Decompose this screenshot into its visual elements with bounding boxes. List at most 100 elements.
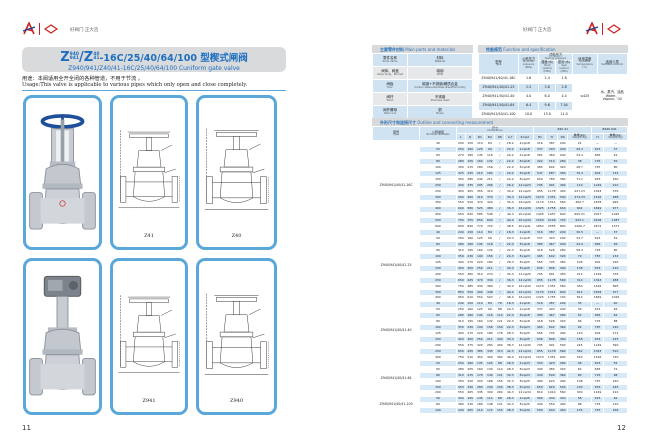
valve-drawing-icon	[204, 293, 269, 375]
table-cell: 56	[603, 158, 628, 166]
table-cell: 8×φ18	[515, 247, 535, 255]
title-box: Z940 941/Z40 41-16C/25/40/64/100 型楔式闸阀 Z94…	[22, 47, 286, 72]
table-cell: /	[494, 158, 506, 166]
cn2: 碳钢+不锈钢/硬质合金	[422, 81, 458, 86]
table-cell: 8×φ18	[515, 158, 535, 166]
cn1: 阀体、阀盖	[381, 68, 399, 73]
temp-cn: 适用温度	[578, 56, 592, 61]
cn2: 材料	[436, 55, 444, 60]
test-en: Testing pressure	[545, 56, 567, 60]
table-cell: 4×φ18	[515, 152, 535, 160]
certification-logo-icon	[43, 23, 58, 34]
table-cell: 280	[557, 247, 569, 255]
table-cell: —	[603, 140, 628, 148]
slogan: 好阀门 正大造	[70, 28, 99, 33]
header-weight: 单重(kg) Weight(kg)	[567, 133, 593, 142]
table-cell: 335	[465, 181, 476, 189]
table-cell: 1025	[603, 211, 628, 219]
pn: 2.5	[517, 82, 540, 93]
drawing-caption: Z41	[144, 233, 154, 239]
table-cell: 160	[465, 146, 476, 154]
table-row: 80 310 195 160 132 121 22-3 8×φ18 418 526 320 66 725…	[373, 318, 628, 326]
table-cell: 215	[465, 164, 476, 171]
section-en: Outline and connecting measurement	[417, 119, 494, 125]
table-row: Z940/941/40/41-64 6.4 9.6 7.04	[478, 100, 628, 111]
test-cn: 试验压力	[548, 53, 563, 57]
table-cell: 800	[557, 223, 569, 231]
table-cell: 195	[465, 158, 476, 166]
table-cell: 195	[465, 247, 476, 255]
table-cell: 8×φ23	[515, 175, 535, 183]
table-cell: 640	[545, 407, 559, 415]
column-header: D2	[484, 133, 496, 142]
column-header: b-f	[504, 133, 517, 142]
table-cell: 265	[465, 407, 476, 415]
header-weight-cn: 单重(kg)	[609, 133, 622, 138]
table-cell: 42	[603, 152, 628, 160]
table-row: 50 250 160 125 99/20-2 4×φ18 337 393 240 26.3 615 3…	[373, 146, 628, 154]
table-cell: /	[494, 205, 506, 213]
table-cell: 168	[603, 407, 628, 415]
table-cell: 100	[419, 407, 457, 415]
en1: Disc	[387, 85, 393, 89]
table-row: 300 750 485 430 389/40-4 16×φ30 1070 1351 560 450…	[373, 282, 628, 290]
pn-cn: 公称压力	[521, 56, 536, 61]
type-cell: Z940/941/40/41-100	[371, 395, 421, 415]
header-dn: 公称通径 Nominal diameter	[419, 125, 457, 142]
table-row: Z940/941/40/41-40 40 240 150 110 84 76 18-3 4×φ1…	[371, 300, 628, 361]
table-row: 125 325 245 210 184/24-2 8×φ18 547 687 360 76.4 90…	[373, 169, 628, 177]
page-number-right: 12	[617, 424, 626, 432]
title-model-c: 40	[93, 51, 100, 57]
pn: 6.4	[517, 100, 540, 111]
table-cell: 500	[557, 193, 569, 201]
table-row: 500 700 705 650 609/44-4 20×φ34 1590 2126 720 933…	[373, 217, 628, 225]
shell: 6.0	[538, 91, 557, 102]
function-section: 性能规范 Function and specification 型号 Type 公…	[478, 45, 628, 120]
table-row: 125 400 270 220 184 176 28-3 8×φ25 565 705 400 120 9…	[373, 330, 628, 338]
title-model-a: 940	[69, 51, 80, 57]
en2: Carbon steel+stainless steel/Hard alloy	[414, 85, 466, 89]
title-sep: /Z	[79, 50, 94, 65]
outline-header: 外形尺寸和连接尺寸 Outline and connecting measure…	[372, 118, 628, 126]
usage-en: Usage:This valve is applicable to variou…	[22, 82, 248, 88]
gate-valve-photo-icon	[27, 114, 98, 231]
header-dimensions: 尺寸 Dimensions	[455, 125, 535, 135]
table-cell: 320	[557, 164, 569, 171]
table-cell: 450	[557, 407, 569, 415]
table-row: 阀杆螺母 Stem nut 铜 Brass	[372, 105, 474, 119]
table-cell: /	[494, 223, 506, 231]
column-header: H	[591, 133, 604, 142]
shell: 3.8	[538, 82, 557, 93]
cn1: 零件名称	[382, 55, 397, 60]
type-cell: Z940/941/40/41-16C	[371, 140, 421, 231]
table-row: Z940/941/40/41-25 40 240 150 110 84/18-3 4×φ18…	[371, 229, 628, 302]
table-cell: 405	[465, 187, 476, 195]
drawing-card-z41: Z41	[110, 95, 188, 250]
table-row: 阀体、阀盖 Valve body、Bonnet 碳钢 WCB	[372, 66, 474, 80]
table-cell: /	[494, 229, 506, 237]
table-row: 150 450 300 250 211/30-3 8×φ25 636 806 400 138 953…	[373, 264, 628, 272]
section-cn: 性能规范	[486, 46, 502, 52]
table-cell: 240	[557, 152, 569, 160]
table-row: 阀板 Disc 碳钢+不锈钢/硬质合金 Carbon steel+stainless …	[372, 79, 474, 93]
type-cell: Z940/941/40/41-64	[371, 359, 421, 397]
table-cell: 12×φ23	[515, 181, 535, 189]
table-row: 100 430 265 210 172 150 38-3 8×φ30 500 640 450 135 7…	[373, 407, 628, 415]
table-row: 50 250 160 125 99/20-3 4×φ18 337 403 240 34.7 615 4…	[373, 235, 628, 243]
table-cell: 4×φ18	[515, 229, 535, 237]
table-cell: 160	[603, 175, 628, 183]
table-row: 65 270 180 145 118/20-2 4×φ18 361 460 240 34.4 665…	[373, 152, 628, 160]
table-cell: 695	[603, 199, 628, 207]
header-dn-en: Nominal diameter	[426, 132, 450, 136]
table-cell: 37	[603, 229, 628, 237]
table-cell: 1377	[603, 223, 628, 231]
header-weight: 单重(kg) Weight(kg)	[603, 133, 628, 142]
table-row: 300 750 510 450 409 364 46-4 16×φ34 1070 1351 640 5…	[373, 354, 628, 361]
table-cell: /	[494, 164, 506, 171]
header-type-cn: 型号	[393, 129, 400, 134]
dragon-logo-icon	[585, 22, 599, 35]
table-cell: 280	[557, 158, 569, 166]
pn: 4.0	[517, 91, 540, 102]
usage-cn: 用途：本阀适用全开全闭的各种管道，不用于节流 。	[22, 76, 143, 82]
table-row: 450 650 640 585 548/40-3 20×φ30 1445 1957 640 695…	[373, 211, 628, 219]
